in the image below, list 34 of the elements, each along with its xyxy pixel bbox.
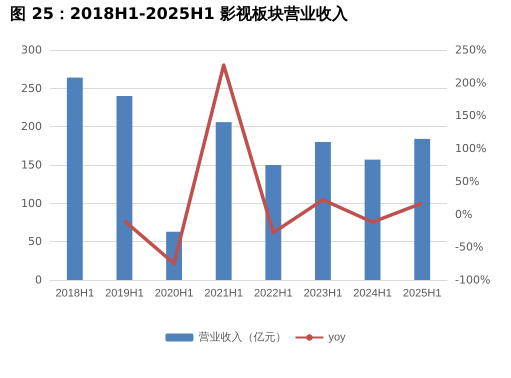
x-tick-label: 2018H1 (56, 288, 94, 300)
x-tick-label: 2023H1 (304, 288, 342, 300)
y2-tick-label: -100% (455, 274, 490, 286)
y-tick-label: 0 (35, 274, 42, 286)
line-series (122, 63, 424, 266)
y-tick-label: 300 (21, 44, 42, 56)
legend-label: yoy (328, 332, 346, 344)
bar (315, 142, 331, 280)
bar (414, 138, 430, 280)
y-tick-label: 50 (28, 235, 42, 248)
x-tick-label: 2024H1 (353, 288, 392, 300)
x-tick-label: 2019H1 (105, 288, 144, 300)
x-tick-label: 2020H1 (154, 288, 194, 300)
y-tick-label: 150 (21, 158, 42, 172)
bar (364, 160, 381, 280)
bar (265, 165, 282, 280)
x-tick-label: 2022H1 (254, 288, 293, 300)
x-tick-label: 2025H1 (402, 288, 442, 300)
y-tick-label: 100 (21, 196, 42, 210)
y2-tick-label: -50% (455, 240, 484, 254)
legend-label: 营业收入（亿元） (198, 330, 286, 344)
y2-tick-label: 200% (455, 76, 486, 90)
chart-title: 图 25：2018H1-2025H1 影视板块营业收入 (10, 4, 348, 25)
bar (116, 96, 132, 280)
y2-tick-label: 0% (455, 208, 472, 221)
y-tick-label: 200 (21, 120, 42, 134)
bar (216, 122, 232, 280)
y2-tick-label: 100% (455, 142, 486, 156)
y-tick-label: 250 (21, 82, 42, 95)
y2-tick-label: 50% (455, 174, 480, 188)
x-tick-label: 2021H1 (204, 288, 243, 300)
y2-tick-label: 150% (455, 109, 486, 122)
bar (66, 78, 83, 280)
y2-tick-label: 250% (455, 44, 486, 56)
